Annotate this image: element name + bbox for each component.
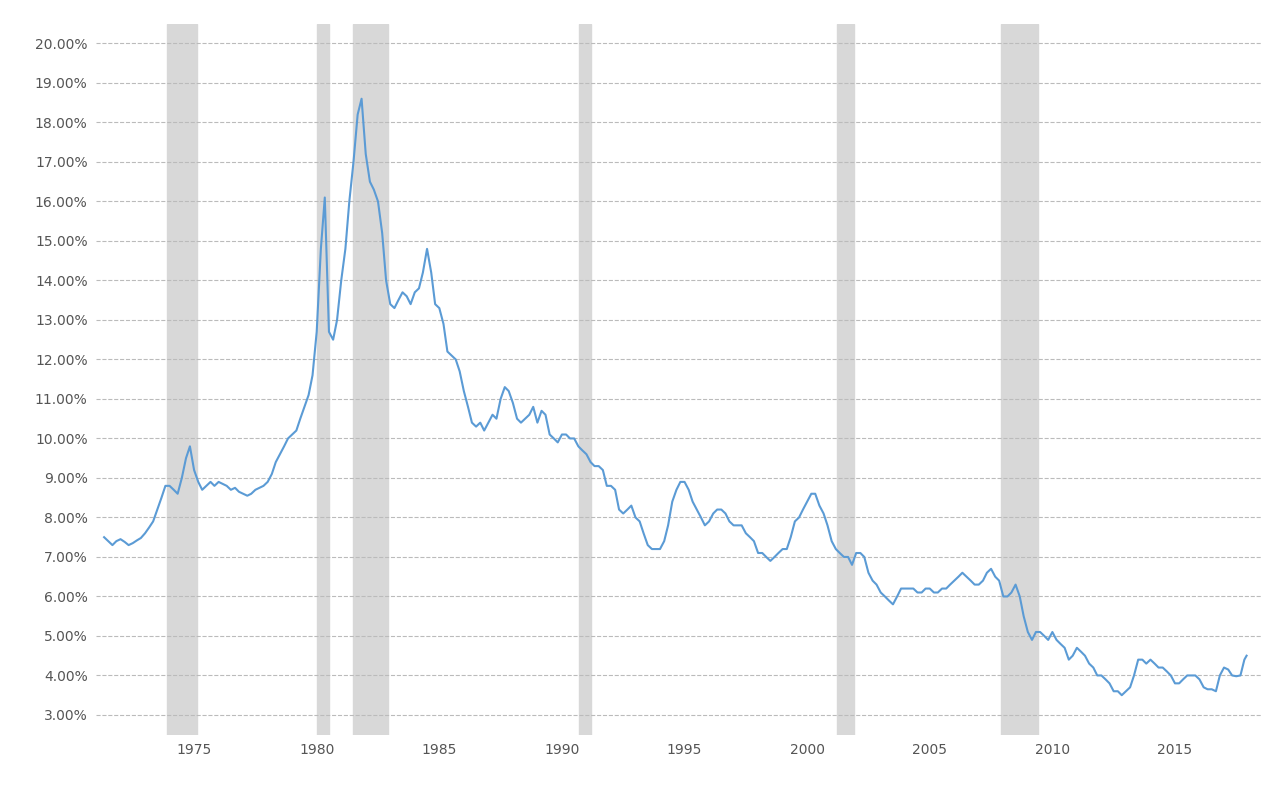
Bar (1001, 24, 1038, 735)
Bar (353, 24, 388, 735)
Bar (316, 24, 329, 735)
Bar (579, 24, 591, 735)
Bar (837, 24, 854, 735)
Bar (168, 24, 197, 735)
